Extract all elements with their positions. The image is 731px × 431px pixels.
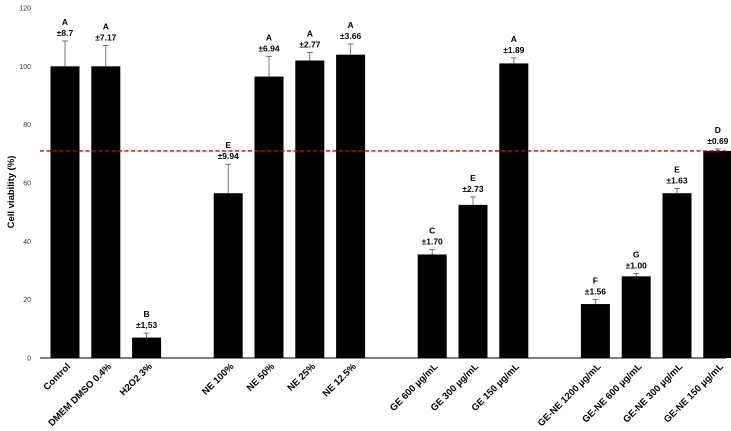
error-value-label: ±1.70 xyxy=(422,237,443,247)
bar xyxy=(703,150,731,358)
error-value-label: ±3.66 xyxy=(340,31,361,41)
bar xyxy=(50,66,80,358)
category-label: Control xyxy=(41,361,73,393)
y-tick-label: 80 xyxy=(23,122,31,129)
significance-letter: A xyxy=(511,34,517,44)
error-value-label: ±0.69 xyxy=(707,136,728,146)
y-axis-ticks: 0 20 40 60 80 100 120 xyxy=(19,6,31,363)
category-label: H2O2 3% xyxy=(118,361,155,398)
significance-letter: E xyxy=(225,140,231,150)
significance-letter: A xyxy=(348,20,354,30)
category-label: NE 12.5% xyxy=(321,361,359,399)
error-value-label: ±2.73 xyxy=(462,184,483,194)
bar xyxy=(621,276,651,358)
bar xyxy=(295,60,325,358)
bar xyxy=(458,204,488,358)
error-value-label: ±1.00 xyxy=(626,260,647,270)
bar xyxy=(213,193,243,358)
category-label: NE 25% xyxy=(285,361,318,394)
error-value-label: ±9.94 xyxy=(218,151,239,161)
bar xyxy=(91,66,121,358)
annotations-layer: ±8.7A±7.17A±1,53B±9.94E±6.94A±2.77A ±3.66… xyxy=(57,17,729,330)
bar xyxy=(336,54,366,359)
bar xyxy=(499,63,529,359)
significance-letter: C xyxy=(429,226,435,236)
significance-letter: A xyxy=(307,28,313,38)
error-value-label: ±1.63 xyxy=(666,175,687,185)
y-tick-label: 0 xyxy=(27,356,31,363)
y-tick-label: 20 xyxy=(23,297,31,304)
bar xyxy=(417,254,447,358)
significance-letter: F xyxy=(593,275,598,285)
error-value-label: ±1.56 xyxy=(585,286,606,296)
bars-layer xyxy=(50,40,731,359)
significance-letter: B xyxy=(144,309,150,319)
significance-letter: D xyxy=(715,125,721,135)
bar xyxy=(254,76,284,359)
bar xyxy=(132,337,162,358)
y-tick-label: 60 xyxy=(23,181,31,188)
error-value-label: ±2.77 xyxy=(299,39,320,49)
y-tick-label: 100 xyxy=(19,64,31,71)
y-tick-label: 120 xyxy=(19,6,31,13)
significance-letter: A xyxy=(103,21,109,31)
category-label: NE 50% xyxy=(245,361,278,394)
error-value-label: ±8.7 xyxy=(57,28,74,38)
bar xyxy=(662,193,692,358)
category-label: NE 100% xyxy=(200,361,237,398)
significance-letter: G xyxy=(633,249,640,259)
error-value-label: ±1.89 xyxy=(503,45,524,55)
significance-letter: A xyxy=(62,17,68,27)
significance-letter: E xyxy=(470,173,476,183)
significance-letter: A xyxy=(266,32,272,42)
bar xyxy=(580,304,610,358)
y-tick-label: 40 xyxy=(23,239,31,246)
error-value-label: ±6.94 xyxy=(258,43,279,53)
y-axis-label: Cell viability (%) xyxy=(6,156,17,229)
significance-letter: E xyxy=(674,164,680,174)
error-value-label: ±7.17 xyxy=(95,32,116,42)
error-value-label: ±1,53 xyxy=(136,320,157,330)
